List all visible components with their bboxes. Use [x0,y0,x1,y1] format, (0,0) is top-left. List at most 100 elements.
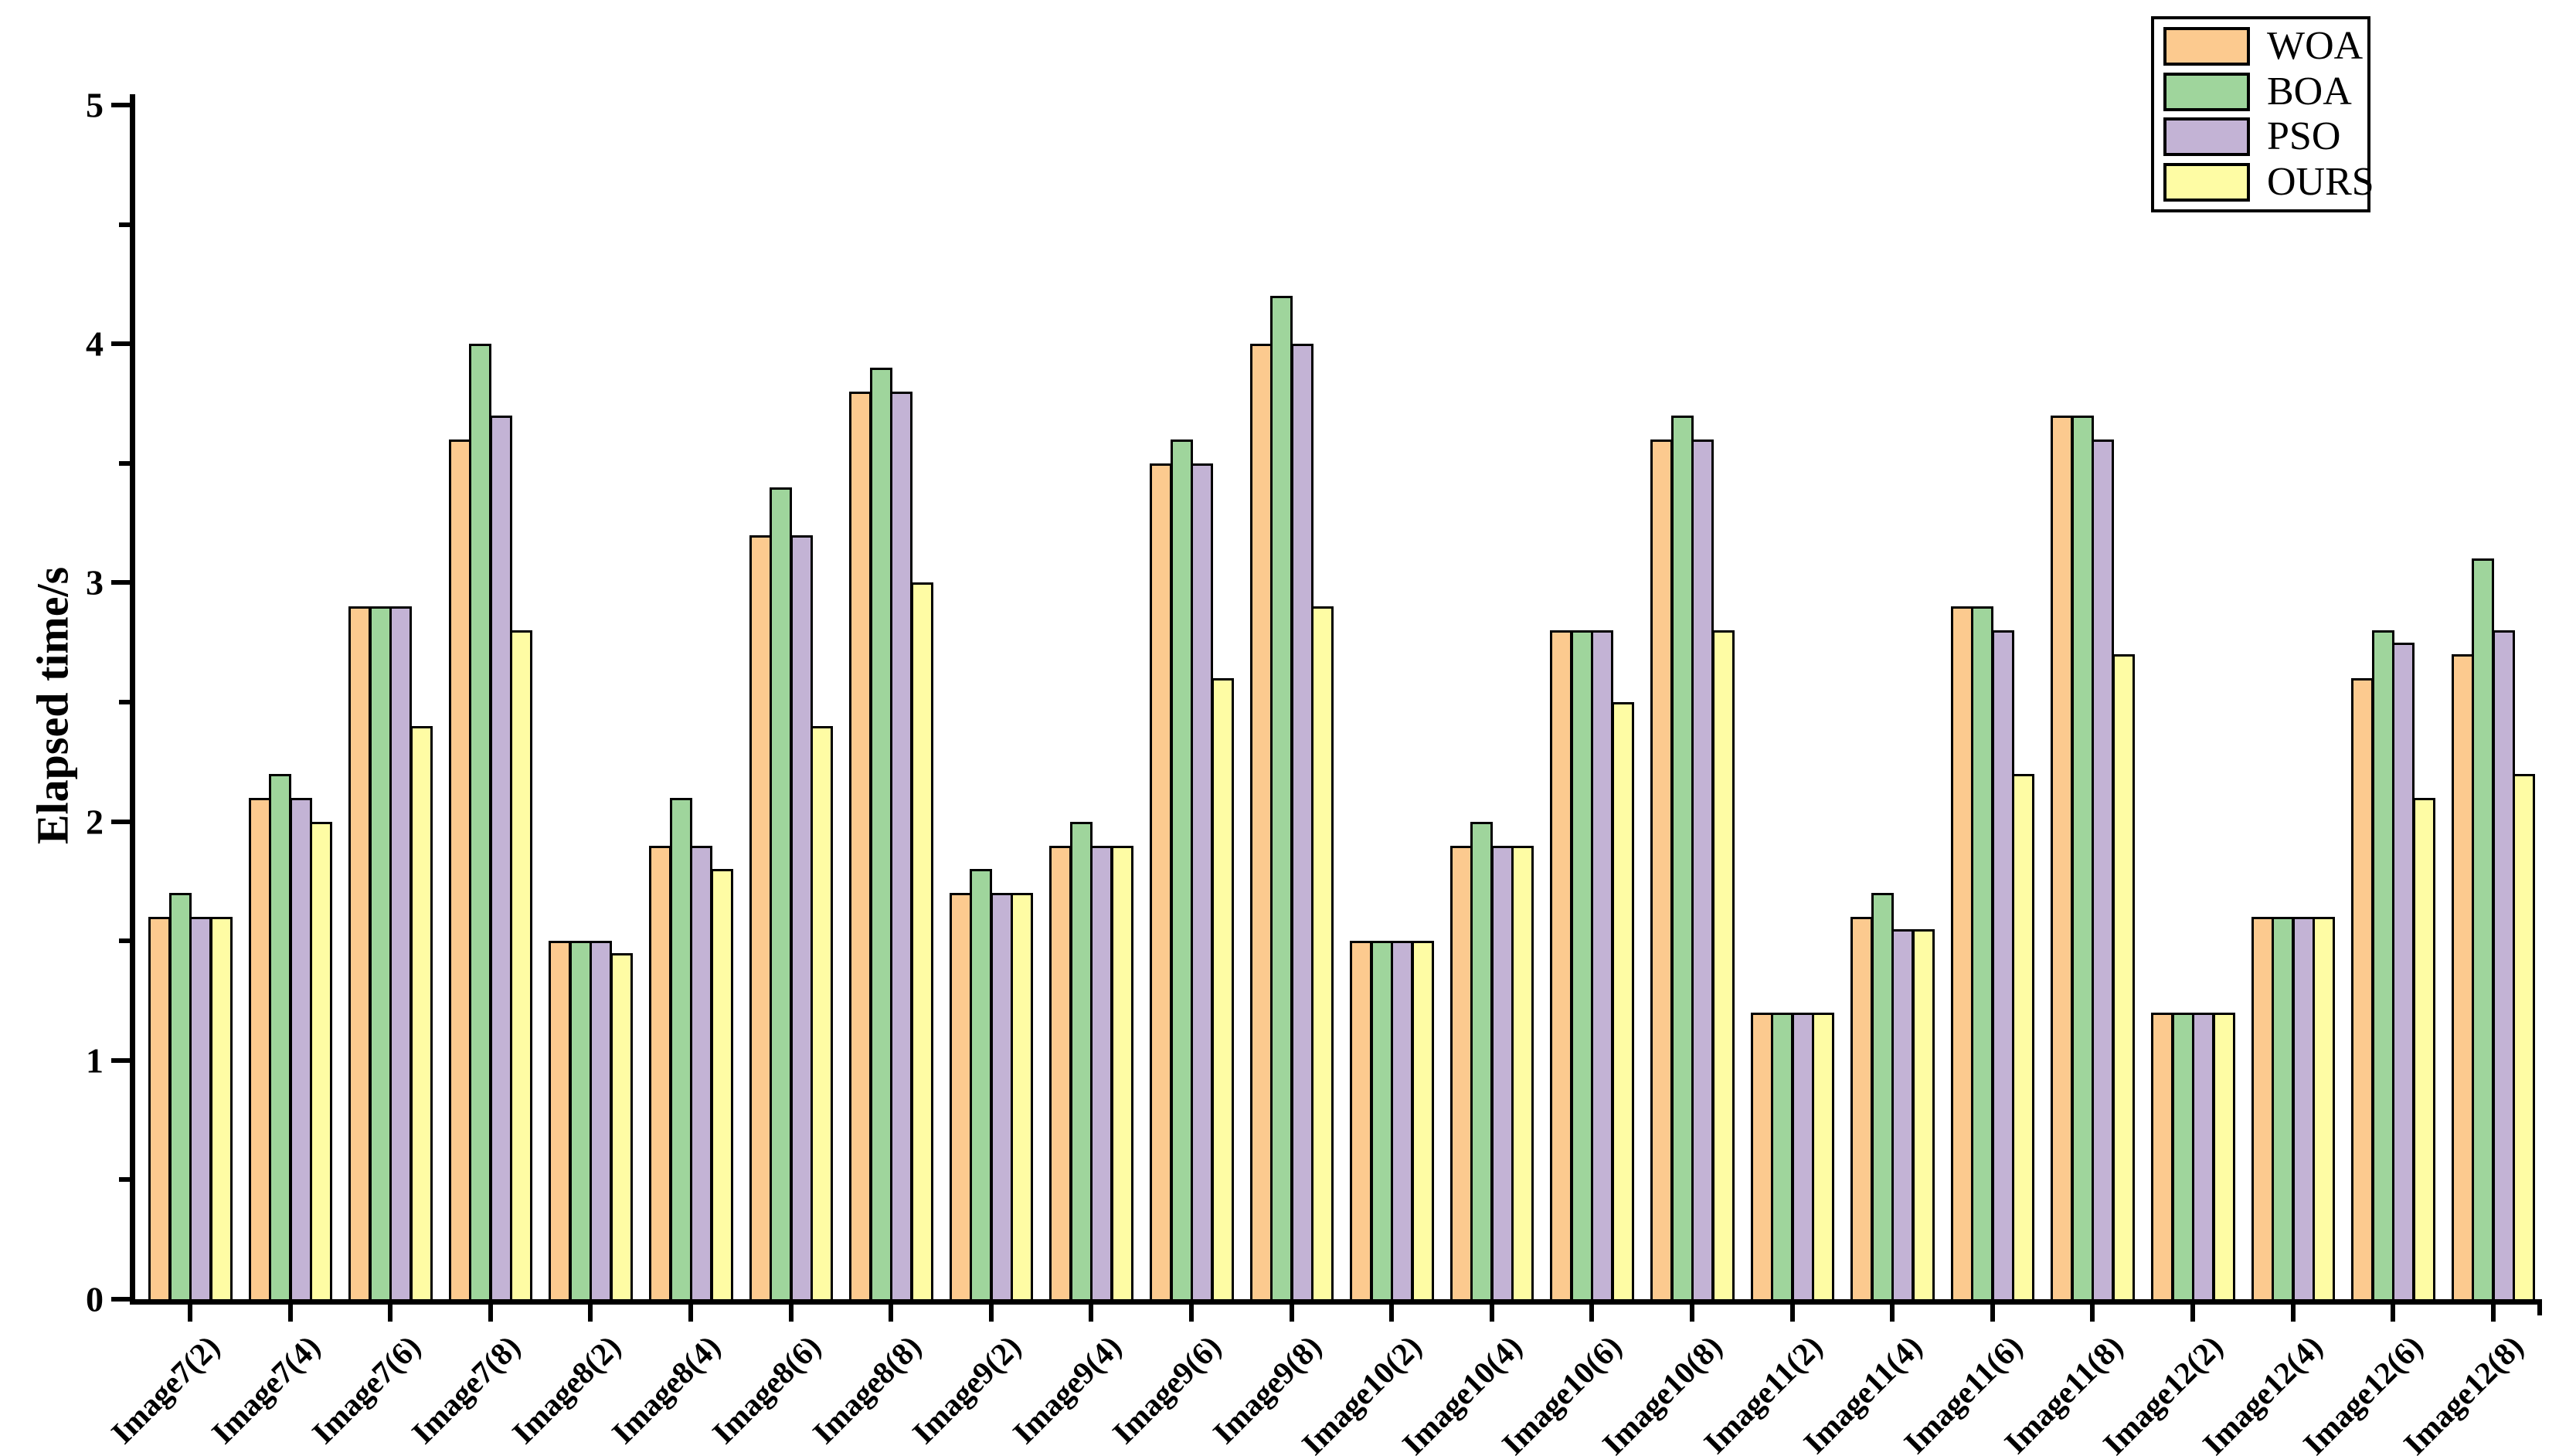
bar-boa-Image12(6) [2372,630,2394,1302]
bar-woa-Image12(4) [2251,917,2274,1302]
bar-pso-Image7(2) [189,917,212,1302]
y-major-tick [111,103,130,107]
bar-woa-Image11(8) [2051,416,2073,1302]
y-major-tick [111,341,130,346]
x-axis [130,1299,2542,1305]
x-tick [1189,1305,1194,1322]
bar-pso-Image7(4) [290,798,312,1302]
bar-boa-Image11(8) [2071,416,2094,1302]
x-tick-label: Image7(8) [404,1328,528,1451]
bar-ours-Image8(4) [711,869,733,1302]
x-tick [1389,1305,1395,1322]
bar-ours-Image12(4) [2313,917,2335,1302]
y-minor-tick [119,1177,130,1182]
bar-woa-Image7(8) [449,440,471,1302]
x-tick-label: Image8(2) [505,1328,627,1451]
legend-swatch-ours [2163,162,2250,202]
x-tick [688,1305,693,1322]
bar-pso-Image8(2) [590,941,612,1302]
bar-woa-Image8(6) [749,535,772,1302]
bar-pso-Image11(4) [1891,929,1914,1302]
x-tick [889,1305,894,1322]
x-tick [1789,1305,1795,1322]
bar-woa-Image12(6) [2351,678,2374,1302]
bar-boa-Image9(8) [1270,296,1293,1302]
bar-boa-Image9(2) [970,869,992,1302]
bar-woa-Image11(6) [1951,606,1973,1302]
x-tick [1690,1305,1694,1322]
bar-pso-Image9(8) [1291,344,1313,1302]
bar-pso-Image10(4) [1491,846,1514,1302]
bar-woa-Image8(4) [649,846,671,1302]
bar-boa-Image9(4) [1070,822,1093,1302]
x-tick [1890,1305,1895,1322]
bar-ours-Image10(8) [1712,630,1735,1302]
y-tick-label: 5 [86,85,104,125]
y-major-tick [111,1297,130,1302]
bar-boa-Image10(2) [1371,941,1393,1302]
bar-ours-Image9(6) [1212,678,1234,1302]
bar-ours-Image7(6) [410,726,433,1302]
bar-woa-Image10(6) [1550,630,1572,1302]
bar-ours-Image7(8) [510,630,532,1302]
bar-pso-Image12(4) [2292,917,2315,1302]
bar-ours-Image9(8) [1311,606,1334,1302]
bar-boa-Image12(2) [2172,1013,2194,1302]
y-major-tick [111,580,130,585]
bar-boa-Image9(6) [1171,440,1193,1302]
x-tick [388,1305,393,1322]
bar-boa-Image12(4) [2272,917,2294,1302]
y-major-tick [111,1058,130,1063]
legend-swatch-pso [2163,117,2250,157]
bar-boa-Image8(6) [770,487,792,1302]
y-axis [130,94,135,1305]
bar-ours-Image9(4) [1111,846,1133,1302]
y-minor-tick [119,938,130,943]
x-tick [1089,1305,1094,1322]
x-tick-label: Image9(2) [905,1328,1028,1451]
legend-label: OURS [2267,159,2374,204]
bar-pso-Image8(8) [890,392,912,1302]
bar-ours-Image12(2) [2213,1013,2235,1302]
x-tick-label: Image7(2) [104,1328,227,1451]
bar-pso-Image11(8) [2092,440,2114,1302]
bar-ours-Image10(2) [1412,941,1434,1302]
bar-ours-Image11(4) [1912,929,1935,1302]
bar-pso-Image10(2) [1391,941,1413,1302]
legend-item: BOA [2163,70,2367,114]
bar-pso-Image11(2) [1792,1013,1814,1302]
bar-ours-Image12(6) [2413,798,2435,1302]
legend-swatch-boa [2163,72,2250,111]
bar-woa-Image12(2) [2151,1013,2173,1302]
bar-woa-Image10(8) [1650,440,1673,1302]
bar-pso-Image7(6) [389,606,412,1302]
bar-ours-Image9(2) [1011,893,1033,1302]
legend-item: WOA [2163,25,2367,68]
bar-ours-Image11(6) [2012,774,2034,1302]
x-axis-end-tick [2537,1305,2542,1315]
bar-ours-Image8(6) [811,726,833,1302]
bar-boa-Image10(6) [1571,630,1593,1302]
bar-boa-Image8(2) [569,941,592,1302]
legend-item: OURS [2163,161,2374,204]
bar-boa-Image12(8) [2472,558,2494,1302]
bar-boa-Image7(4) [269,774,291,1302]
x-tick-label: Image8(4) [605,1328,728,1451]
x-tick [2391,1305,2396,1322]
bar-pso-Image9(2) [991,893,1013,1302]
x-tick [1990,1305,1995,1322]
x-tick [788,1305,794,1322]
x-tick [588,1305,593,1322]
y-tick-label: 2 [86,802,104,842]
x-tick-label: Image8(8) [805,1328,928,1451]
bar-woa-Image11(4) [1850,917,1873,1302]
bar-boa-Image10(4) [1470,822,1493,1302]
bar-woa-Image9(2) [950,893,972,1302]
bar-woa-Image9(8) [1250,344,1273,1302]
bar-boa-Image8(4) [670,798,692,1302]
bar-boa-Image11(6) [1971,606,1993,1302]
x-tick-label: Image8(6) [705,1328,828,1451]
bar-pso-Image12(6) [2392,643,2415,1302]
bar-pso-Image8(6) [790,535,813,1302]
